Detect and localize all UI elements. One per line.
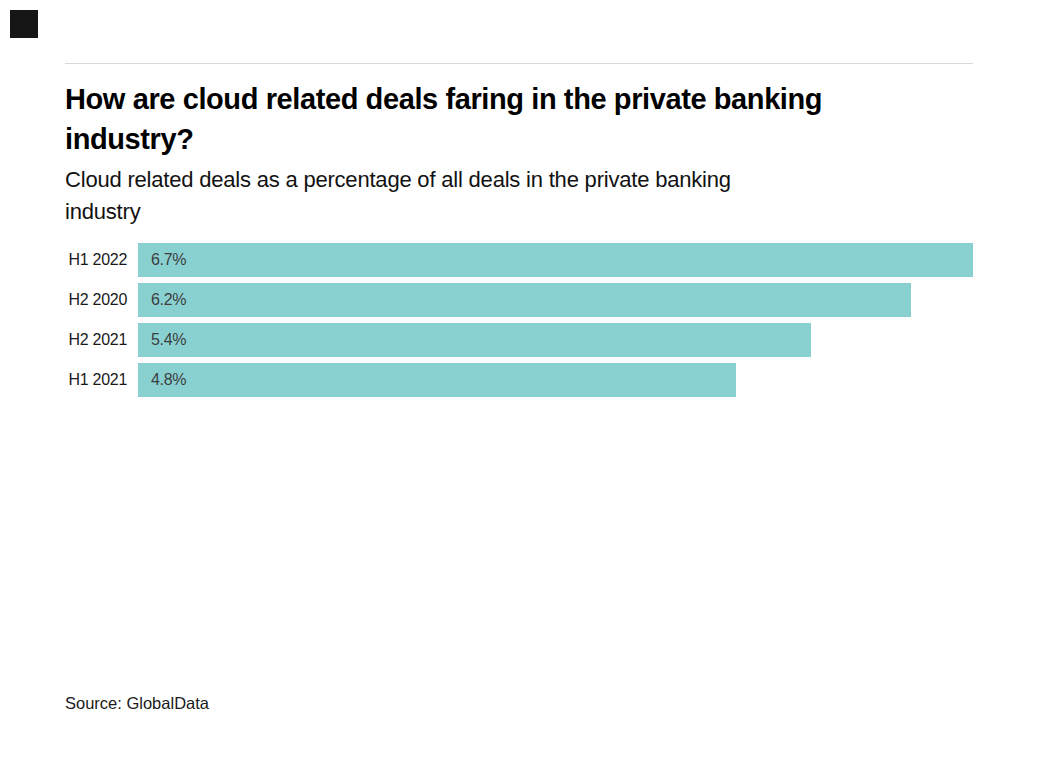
- chart-row: H2 20206.2%: [65, 283, 973, 317]
- bar-chart: H1 20226.7%H2 20206.2%H2 20215.4%H1 2021…: [65, 243, 973, 397]
- bar-value-label: 6.7%: [138, 251, 186, 269]
- logo-mark: [10, 10, 38, 38]
- bar-value-label: 4.8%: [138, 371, 186, 389]
- top-divider: [65, 63, 973, 64]
- chart-card: How are cloud related deals faring in th…: [65, 0, 973, 714]
- bar: 4.8%: [138, 363, 736, 397]
- bar-category-label: H2 2021: [65, 323, 138, 357]
- bar-track: 6.2%: [138, 283, 973, 317]
- chart-subtitle-line-2: industry: [65, 196, 973, 228]
- page-title-line-2: industry?: [65, 119, 973, 159]
- bar-category-label: H2 2020: [65, 283, 138, 317]
- bar: 6.2%: [138, 283, 911, 317]
- bar-track: 4.8%: [138, 363, 973, 397]
- chart-subtitle-line-1: Cloud related deals as a percentage of a…: [65, 164, 973, 196]
- source-note: Source: GlobalData: [65, 692, 973, 714]
- bar-value-label: 5.4%: [138, 331, 186, 349]
- bar-category-label: H1 2022: [65, 243, 138, 277]
- bar-track: 6.7%: [138, 243, 973, 277]
- bar-value-label: 6.2%: [138, 291, 186, 309]
- page-title-line-1: How are cloud related deals faring in th…: [65, 79, 973, 119]
- page-title: How are cloud related deals faring in th…: [65, 79, 973, 159]
- bar: 5.4%: [138, 323, 811, 357]
- chart-row: H1 20214.8%: [65, 363, 973, 397]
- bar-category-label: H1 2021: [65, 363, 138, 397]
- chart-row: H1 20226.7%: [65, 243, 973, 277]
- chart-subtitle: Cloud related deals as a percentage of a…: [65, 164, 973, 228]
- bar-track: 5.4%: [138, 323, 973, 357]
- chart-row: H2 20215.4%: [65, 323, 973, 357]
- bar: 6.7%: [138, 243, 973, 277]
